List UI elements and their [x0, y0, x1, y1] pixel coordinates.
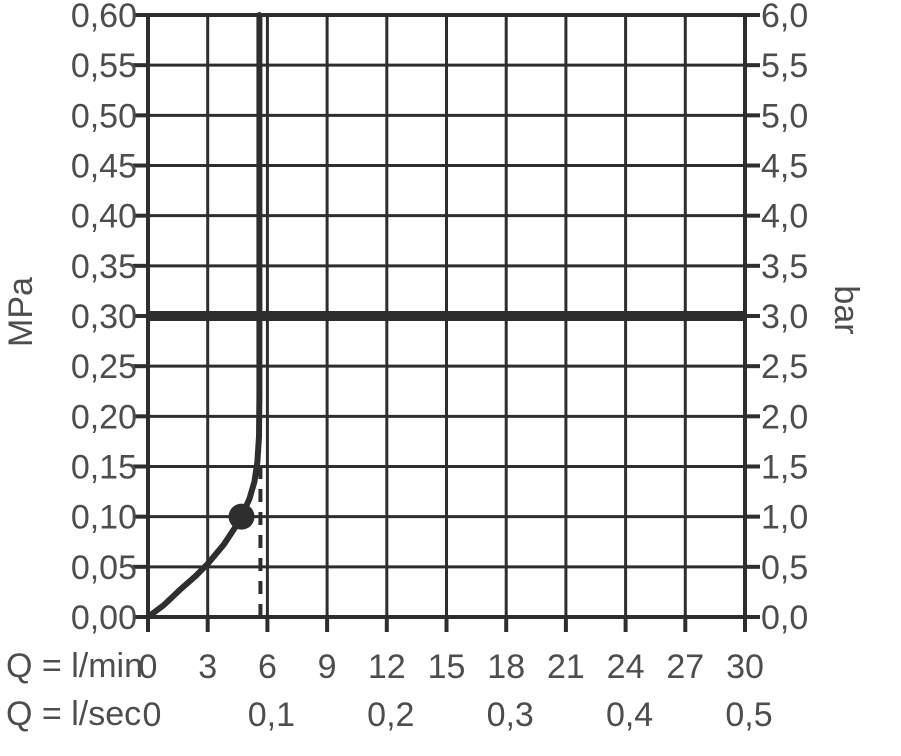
flow-lmin-tick-label: 21 [547, 648, 585, 686]
flow-lsec-tick-label: 0,5 [725, 696, 772, 734]
left-axis-tick-label: 0,50 [71, 97, 137, 135]
right-axis-tick-label: 0,5 [761, 549, 808, 587]
flow-lmin-tick-label: 24 [607, 648, 645, 686]
flow-lmin-tick-label: 27 [666, 648, 704, 686]
right-axis-tick-label: 5,0 [761, 97, 808, 135]
right-axis-tick-label: 3,5 [761, 248, 808, 286]
left-axis-unit-label: MPa [2, 277, 40, 347]
right-axis-tick-label: 4,0 [761, 198, 808, 236]
flow-lsec-tick-label: 0,4 [606, 696, 653, 734]
left-axis-tick-label: 0,20 [71, 398, 137, 436]
flow-lsec-tick-label: 0 [143, 696, 162, 734]
flow-lmin-axis-title: Q = l/min [6, 647, 143, 685]
flow-lsec-tick-label: 0,1 [248, 696, 295, 734]
right-axis-tick-label: 2,5 [761, 348, 808, 386]
left-axis-tick-label: 0,40 [71, 198, 137, 236]
right-axis-tick-label: 1,0 [761, 499, 808, 537]
flow-lsec-axis-title: Q = l/sec [6, 695, 142, 733]
left-axis-tick-label: 0,35 [71, 248, 137, 286]
flow-lsec-tick-label: 0,3 [487, 696, 534, 734]
right-axis-tick-label: 6,0 [761, 0, 808, 35]
left-axis-tick-label: 0,10 [71, 499, 137, 537]
left-axis-tick-label: 0,45 [71, 148, 137, 186]
flow-lsec-tick-label: 0,2 [367, 696, 414, 734]
flow-lmin-tick-label: 9 [318, 648, 337, 686]
left-axis-tick-label: 0,60 [71, 0, 137, 35]
right-axis-unit-label: bar [827, 285, 865, 335]
left-axis-tick-label: 0,05 [71, 549, 137, 587]
right-axis-tick-label: 2,0 [761, 398, 808, 436]
left-axis-tick-label: 0,30 [71, 298, 137, 336]
right-axis-tick-label: 3,0 [761, 298, 808, 336]
left-axis-tick-label: 0,00 [71, 599, 137, 637]
flow-lmin-tick-label: 3 [198, 648, 217, 686]
right-axis-tick-label: 4,5 [761, 148, 808, 186]
left-axis-tick-label: 0,55 [71, 47, 137, 85]
left-axis-tick-label: 0,15 [71, 449, 137, 487]
flow-lmin-tick-label: 0 [139, 648, 158, 686]
flow-lmin-tick-label: 18 [487, 648, 525, 686]
right-axis-tick-label: 5,5 [761, 47, 808, 85]
flow-lmin-tick-label: 12 [368, 648, 406, 686]
flow-lmin-tick-label: 30 [726, 648, 764, 686]
operating-point-marker [228, 503, 255, 530]
right-axis-tick-label: 1,5 [761, 449, 808, 487]
left-axis-tick-label: 0,25 [71, 348, 137, 386]
right-axis-tick-label: 0,0 [761, 599, 808, 637]
flow-lmin-tick-label: 6 [258, 648, 277, 686]
flow-lmin-tick-label: 15 [428, 648, 466, 686]
